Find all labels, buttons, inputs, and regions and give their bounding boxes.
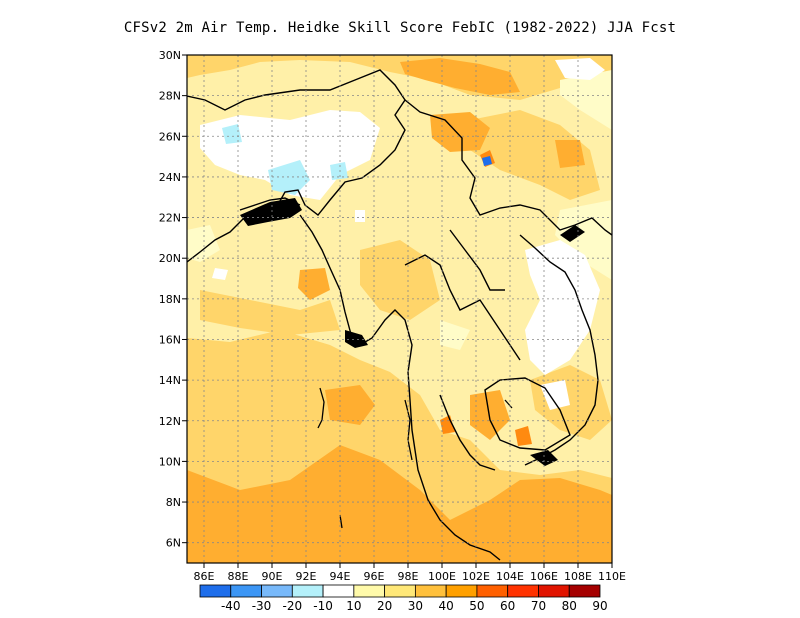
colorbar-label: -10 [313, 599, 333, 613]
colorbar-swatch [291, 584, 324, 598]
colorbar-label: 50 [469, 599, 484, 613]
colorbar-label: 10 [346, 599, 361, 613]
colorbar-swatch [199, 584, 232, 598]
delta-coastlines [240, 198, 585, 466]
colorbar-swatch [384, 584, 416, 598]
islands [317, 387, 513, 529]
y-tick-label: 18N [159, 293, 181, 306]
x-tick-label: 106E [530, 570, 558, 583]
coast-myanmar-west [299, 214, 501, 561]
colorbar-swatch [538, 584, 570, 598]
y-tick-label: 20N [159, 252, 181, 265]
y-tick-label: 28N [159, 90, 181, 103]
coastlines-borders [187, 69, 612, 561]
region-30-40-east [470, 110, 600, 200]
y-tick-label: 30N [159, 49, 181, 62]
y-tick-label: 12N [159, 415, 181, 428]
y-tick-label: 8N [166, 496, 181, 509]
colorbar-swatch [414, 584, 447, 598]
region-40-50-gulf [470, 390, 510, 440]
x-axis-labels: 86E 88E 90E 92E 94E 96E 98E 100E 102E 104E 106E 108… [194, 570, 626, 583]
region-30-40-center [360, 240, 440, 320]
region-white-pt1 [212, 268, 228, 280]
colorbar: -40 -30 -20 -10 10 20 30 40 50 60 70 80 90 [199, 584, 608, 613]
x-tick-label: 102E [462, 570, 490, 583]
border-laos-vietnam [519, 234, 599, 466]
region-40-50-center [325, 385, 375, 425]
x-tick-label: 94E [330, 570, 351, 583]
map-title: CFSv2 2m Air Temp. Heidke Skill Score Fe… [123, 20, 677, 36]
grid-lines [187, 55, 612, 563]
border-thai-north [449, 229, 505, 291]
region-10-20-ne [560, 70, 612, 130]
x-tick-label: 88E [228, 570, 249, 583]
region-cyan-b [268, 160, 310, 195]
border-cambodia [484, 377, 571, 451]
x-tick-label: 108E [564, 570, 592, 583]
y-tick-label: 6N [166, 537, 181, 550]
colorbar-label: 70 [531, 599, 546, 613]
colorbar-label: -20 [283, 599, 303, 613]
x-tick-label: 100E [428, 570, 456, 583]
region-40-50-south [187, 445, 612, 563]
region-white-pt2 [355, 210, 365, 222]
colorbar-swatch [507, 584, 539, 598]
y-axis-labels: 30N 28N 26N 24N 22N 20N 18N 16N 14N 12N 10N 8N 6N [159, 49, 181, 550]
y-tick-label: 22N [159, 212, 181, 225]
region-blue-spot [482, 156, 492, 166]
coast-gulf-thai [439, 394, 496, 471]
region-30-40-bay [200, 290, 340, 335]
colorbar-label: 60 [500, 599, 515, 613]
colorbar-label: -40 [221, 599, 241, 613]
colorbar-swatch [322, 584, 355, 598]
shaded-regions [187, 55, 612, 563]
colorbar-swatch [476, 584, 509, 598]
region-50-60-c [515, 426, 532, 446]
x-tick-label: 92E [296, 570, 317, 583]
x-tick-label: 90E [262, 570, 283, 583]
x-tick-label: 110E [598, 570, 626, 583]
border-thai-laos [404, 254, 521, 361]
y-tick-label: 10N [159, 455, 181, 468]
colorbar-label: -30 [252, 599, 272, 613]
region-cyan-a [222, 124, 242, 144]
region-cyan-c [330, 162, 348, 180]
axis-ticks [182, 54, 613, 568]
region-10-20-east [555, 200, 612, 280]
colorbar-swatch [568, 584, 601, 598]
border-myanmar-thai [404, 99, 612, 236]
y-tick-label: 14N [159, 374, 181, 387]
colorbar-label: 90 [592, 599, 607, 613]
colorbar-swatch [445, 584, 478, 598]
region-40-50-east [555, 140, 585, 168]
region-10-20-c [440, 320, 470, 350]
x-tick-label: 96E [364, 570, 385, 583]
x-tick-label: 98E [398, 570, 419, 583]
region-40-50-ne [430, 112, 490, 152]
plot-frame [186, 54, 613, 564]
colorbar-swatch [353, 584, 386, 598]
x-tick-label: 104E [496, 570, 524, 583]
colorbar-label: 20 [377, 599, 392, 613]
y-tick-label: 24N [159, 171, 181, 184]
x-tick-label: 86E [194, 570, 215, 583]
region-40-50-north [400, 58, 520, 95]
colorbar-swatch [261, 584, 293, 598]
y-tick-label: 16N [159, 333, 181, 346]
region-white-nortip [555, 58, 605, 80]
colorbar-label: 40 [439, 599, 454, 613]
region-white-cambodia [540, 380, 570, 410]
colorbar-label: 80 [562, 599, 577, 613]
colorbar-swatch [230, 584, 262, 598]
colorbar-label: 30 [408, 599, 423, 613]
region-10-20-w [187, 225, 220, 262]
region-50-60-b [440, 415, 455, 434]
y-tick-label: 26N [159, 130, 181, 143]
